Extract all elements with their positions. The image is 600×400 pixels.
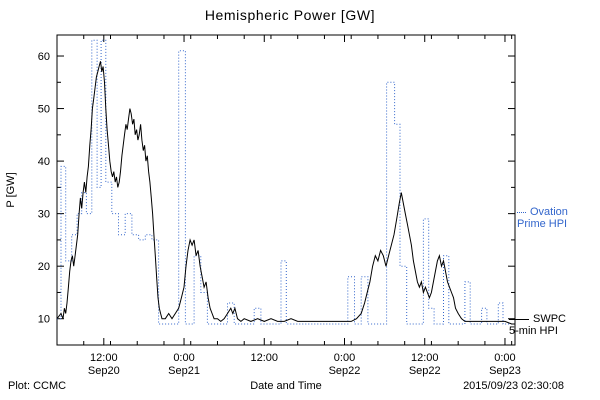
y-tick-label: 10 [38, 314, 50, 326]
legend-ovation: Ovation Prime HPI [517, 206, 568, 230]
legend-swpc-line2: 5-min HPI [509, 325, 558, 337]
swpc-5min-hpi-line [56, 61, 515, 325]
chart-title: Hemispheric Power [GW] [204, 7, 376, 23]
x-tick-time-label: 12:00 [251, 352, 279, 364]
x-tick-time-label: 12:00 [411, 352, 439, 364]
x-axis-title: Date and Time [250, 380, 322, 392]
y-tick-label: 30 [38, 209, 50, 221]
x-tick-time-label: 0:00 [334, 352, 355, 364]
x-tick-time-label: 0:00 [173, 352, 194, 364]
y-axis-title: P [GW] [5, 172, 17, 207]
legend-ovation-line2: Prime HPI [517, 218, 568, 230]
plot-timestamp: 2015/09/23 02:30:08 [463, 380, 564, 392]
y-axis: 10 20 30 40 50 60 [38, 51, 515, 346]
y-tick-label: 60 [38, 51, 50, 63]
x-tick-time-label: 12:00 [90, 352, 118, 364]
swpc-line-sample-icon [509, 318, 529, 320]
legend-swpc-line1: SWPC [533, 313, 566, 325]
y-tick-label: 40 [38, 156, 50, 168]
legend-ovation-line1: Ovation [530, 206, 568, 218]
x-tick-date-label: Sep22 [329, 365, 361, 377]
y-tick-label: 20 [38, 261, 50, 273]
x-tick-time-label: 0:00 [494, 352, 515, 364]
legend-swpc: SWPC 5-min HPI [509, 313, 566, 337]
plot-border [56, 34, 516, 346]
x-tick-date-label: Sep20 [88, 365, 120, 377]
x-tick-date-label: Sep22 [409, 365, 441, 377]
x-tick-date-label: Sep23 [489, 365, 521, 377]
y-tick-label: 50 [38, 104, 50, 116]
ovation-line-sample-icon [517, 211, 526, 213]
plot-credit: Plot: CCMC [8, 380, 67, 392]
x-tick-date-label: Sep21 [168, 365, 200, 377]
ovation-prime-hpi-line [57, 39, 515, 325]
